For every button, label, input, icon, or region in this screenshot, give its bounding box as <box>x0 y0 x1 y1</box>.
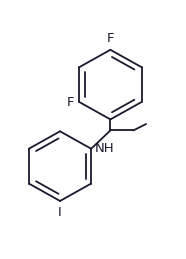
Text: F: F <box>66 96 74 109</box>
Text: NH: NH <box>95 142 114 155</box>
Text: I: I <box>58 206 62 219</box>
Text: F: F <box>107 32 114 45</box>
